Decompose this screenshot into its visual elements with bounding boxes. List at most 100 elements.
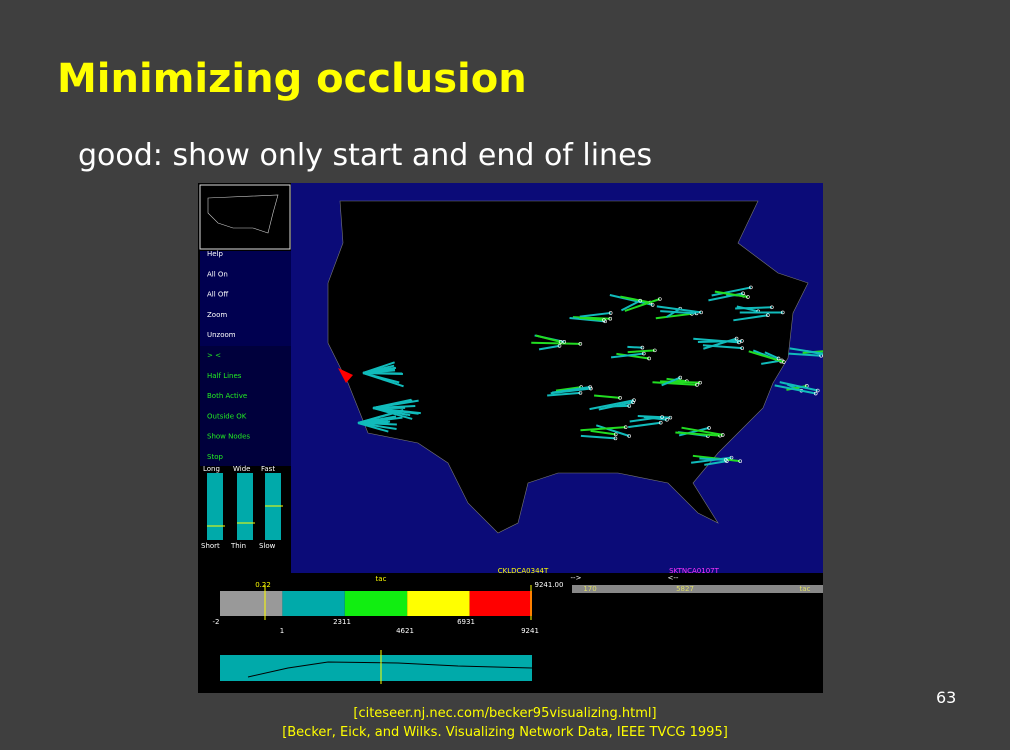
flow-line — [660, 380, 701, 384]
menu-item: Help — [207, 250, 224, 258]
slide-title: Minimizing occlusion — [57, 56, 527, 102]
flow-lines — [338, 285, 823, 466]
slider-label: Thin — [230, 542, 246, 550]
node — [699, 310, 703, 315]
node — [813, 391, 818, 396]
arrow: <-- — [668, 574, 679, 582]
flow-line — [748, 350, 785, 363]
menu-panel — [200, 251, 291, 346]
node — [766, 313, 770, 318]
flow-line — [580, 426, 626, 432]
end-label: 9241.00 — [535, 581, 564, 589]
flow-line — [593, 394, 621, 399]
node — [623, 425, 628, 429]
flow-line — [624, 298, 661, 312]
node — [734, 336, 739, 341]
flow-line — [652, 381, 698, 386]
menu-item: Both Active — [207, 392, 247, 400]
node — [558, 340, 563, 344]
flow-line — [579, 316, 604, 322]
flow-line — [661, 376, 681, 387]
node — [698, 380, 702, 385]
flow-line — [372, 407, 408, 416]
us-map — [327, 200, 809, 534]
node — [740, 339, 744, 343]
node — [746, 295, 750, 299]
flow-line — [681, 426, 723, 436]
slider-label: Long — [203, 465, 220, 473]
node-id: SKTNCA0107T — [669, 567, 719, 575]
node — [776, 356, 781, 361]
flow-line — [699, 457, 726, 461]
node — [578, 342, 583, 346]
flow-line — [627, 349, 655, 354]
flow-line — [733, 314, 768, 322]
menu-panel-2 — [200, 346, 291, 466]
highlight — [338, 368, 353, 383]
flow-line — [704, 460, 727, 466]
slider-label: Wide — [233, 465, 250, 473]
color-segment — [220, 591, 283, 616]
menu-item: Outside OK — [207, 412, 247, 420]
menu-item: All On — [207, 270, 228, 278]
color-segment — [469, 591, 532, 616]
flow-line — [580, 434, 616, 440]
flow-line — [774, 384, 816, 395]
node — [723, 458, 728, 462]
node — [781, 360, 786, 364]
page-number: 63 — [936, 688, 957, 707]
flow-line — [714, 290, 749, 298]
flow-line — [660, 310, 697, 315]
flow-line — [779, 381, 818, 392]
tick-label: 9241 — [521, 627, 539, 635]
flow-line — [702, 344, 743, 350]
flow-line — [764, 351, 779, 360]
node — [815, 388, 820, 393]
tick-label: 1 — [280, 627, 284, 635]
flow-line — [590, 429, 616, 436]
subtitle: good: show only start and end of lines — [78, 138, 653, 173]
flow-line — [550, 387, 591, 395]
slider — [207, 473, 223, 540]
flow-line — [589, 399, 635, 411]
menu-item: All Off — [207, 291, 228, 299]
overview-outline — [207, 194, 279, 234]
slider-label: Fast — [261, 465, 275, 473]
node — [589, 386, 593, 391]
flow-line — [675, 431, 721, 437]
node — [618, 396, 622, 400]
flow-line — [535, 334, 561, 343]
node — [678, 375, 683, 380]
node — [740, 346, 745, 350]
slider — [237, 473, 253, 540]
flow-line — [637, 415, 671, 419]
node — [729, 455, 734, 460]
node — [668, 415, 673, 420]
citation: [citeseer.nj.nec.com/becker95visualizing… — [353, 706, 657, 721]
node — [627, 434, 632, 438]
node — [631, 400, 635, 405]
node — [632, 398, 636, 403]
node — [658, 420, 663, 425]
node — [665, 417, 669, 422]
menu-item: > < — [207, 352, 221, 360]
screenshot: Help All On All Off Zoom Unzoom > < Half Lines… — [198, 183, 823, 693]
link-bar-label: 170 — [583, 585, 596, 593]
arrow: --> — [571, 574, 582, 582]
node — [557, 344, 562, 348]
flow-line — [620, 295, 651, 304]
flow-line — [655, 312, 693, 320]
menu-item: Zoom — [207, 311, 227, 319]
flow-line — [538, 344, 560, 351]
tick-label: -2 — [213, 618, 220, 626]
node — [578, 391, 583, 395]
node — [737, 340, 741, 345]
flow-line — [579, 311, 611, 318]
marker-label: 0.22 — [255, 581, 271, 589]
node — [695, 383, 699, 387]
flow-line — [711, 286, 752, 297]
menu-item: Unzoom — [207, 331, 236, 339]
sparkline — [247, 661, 533, 678]
node — [627, 404, 632, 408]
